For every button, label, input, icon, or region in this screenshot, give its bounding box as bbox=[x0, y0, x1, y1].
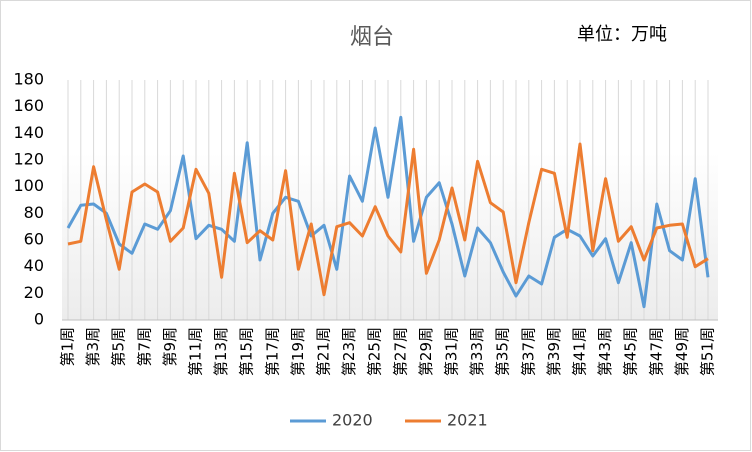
x-tick-label: 第29周 bbox=[417, 327, 435, 376]
x-tick-label: 第31周 bbox=[443, 327, 461, 376]
x-tick-label: 第27周 bbox=[391, 327, 409, 376]
x-tick-label: 第33周 bbox=[468, 327, 486, 376]
y-tick-label: 0 bbox=[34, 310, 44, 329]
y-tick-label: 100 bbox=[13, 176, 44, 195]
x-tick-label: 第11周 bbox=[187, 327, 205, 376]
x-tick-label: 第13周 bbox=[212, 327, 230, 376]
y-tick-label: 60 bbox=[24, 230, 44, 249]
x-tick-label: 第51周 bbox=[699, 327, 717, 376]
x-tick-label: 第23周 bbox=[340, 327, 358, 376]
x-tick-label: 第1周 bbox=[59, 327, 77, 367]
y-tick-label: 120 bbox=[13, 150, 44, 169]
x-tick-label: 第19周 bbox=[289, 327, 307, 376]
x-tick-label: 第7周 bbox=[135, 327, 153, 367]
y-tick-label: 140 bbox=[13, 123, 44, 142]
chart-title: 烟台 bbox=[350, 25, 394, 50]
x-tick-label: 第45周 bbox=[622, 327, 640, 376]
chart-subtitle: 单位：万吨 bbox=[577, 24, 667, 45]
x-tick-label: 第25周 bbox=[366, 327, 384, 376]
x-tick-label: 第21周 bbox=[315, 327, 333, 376]
y-tick-label: 180 bbox=[13, 70, 44, 89]
x-tick-label: 第5周 bbox=[110, 327, 128, 367]
y-tick-label: 160 bbox=[13, 96, 44, 115]
x-tick-label: 第3周 bbox=[84, 327, 102, 367]
x-tick-label: 第39周 bbox=[545, 327, 563, 376]
legend-label: 2021 bbox=[447, 411, 488, 430]
y-tick-label: 80 bbox=[24, 203, 44, 222]
y-tick-label: 20 bbox=[24, 283, 44, 302]
x-tick-label: 第35周 bbox=[494, 327, 512, 376]
x-tick-label: 第41周 bbox=[571, 327, 589, 376]
x-tick-label: 第43周 bbox=[596, 327, 614, 376]
x-tick-label: 第17周 bbox=[263, 327, 281, 376]
series-line bbox=[66, 115, 710, 309]
x-tick-label: 第49周 bbox=[673, 327, 691, 376]
x-tick-label: 第47周 bbox=[647, 327, 665, 376]
y-tick-label: 40 bbox=[24, 256, 44, 275]
x-tick-label: 第9周 bbox=[161, 327, 179, 367]
x-tick-label: 第37周 bbox=[519, 327, 537, 376]
legend-label: 2020 bbox=[332, 411, 373, 430]
series-line bbox=[67, 142, 709, 297]
x-tick-label: 第15周 bbox=[238, 327, 256, 376]
